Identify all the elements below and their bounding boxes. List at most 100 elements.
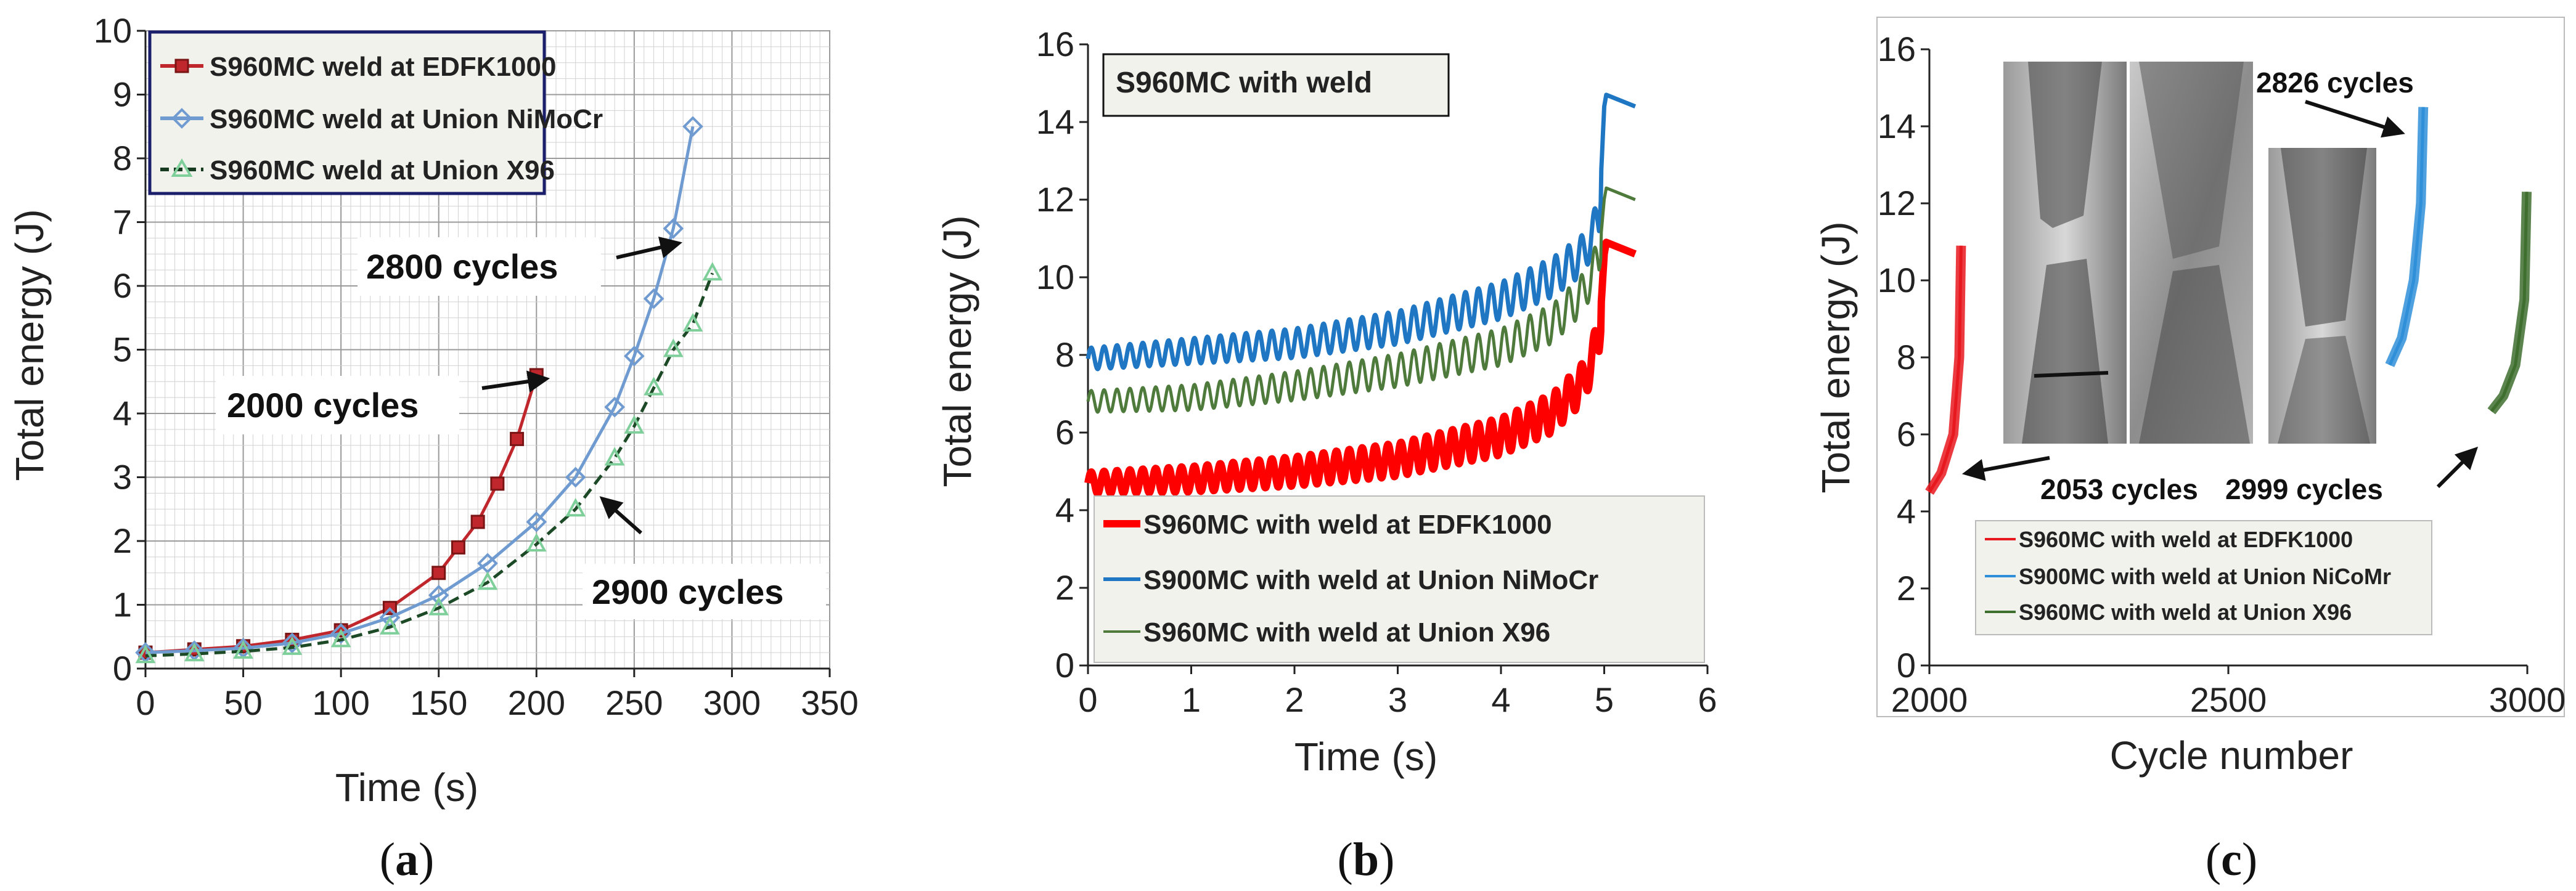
caption-b-close: ) <box>1379 834 1394 885</box>
x-tick-label: 2500 <box>2190 680 2267 719</box>
arrow-2800-cycles <box>616 236 683 259</box>
legend-marker-x96-a <box>171 158 193 177</box>
y-axis-label-a: Total energy (J) <box>7 209 52 481</box>
series-line-b-0 <box>1084 238 1637 498</box>
caption-c-close: ) <box>2242 834 2257 885</box>
legend-marker-nimocr-a <box>171 108 192 129</box>
x-tick-label: 4 <box>1491 680 1510 719</box>
annotation-2826-cycles: 2826 cycles <box>2256 67 2414 99</box>
data-point-a <box>643 288 664 309</box>
legend-a: S960MC weld at EDFK1000 S960MC weld at U… <box>148 30 603 195</box>
y-tick-label: 16 <box>1036 25 1074 63</box>
panel-c: 0 2 4 6 8 10 12 14 16 2000 2500 3000 2826 cycles 20… <box>1813 17 2566 885</box>
series-line-c-1 <box>2388 107 2425 366</box>
data-point-a <box>663 338 684 357</box>
specimen-photo-2-upper <box>2139 62 2244 259</box>
data-point-a <box>624 346 645 367</box>
caption-a: (a) <box>380 834 435 885</box>
specimen-photo-1 <box>2003 62 2127 444</box>
x-tick-label: 350 <box>801 683 858 722</box>
y-tick-label: 10 <box>1036 258 1074 296</box>
specimen-photo-3-lower <box>2278 336 2370 444</box>
y-tick-label: 4 <box>113 394 132 433</box>
arrow-2000-cycles <box>481 370 550 393</box>
annotation-2900-cycles: 2900 cycles <box>592 572 783 611</box>
data-point-a <box>604 396 625 418</box>
series-line-b-2 <box>1086 186 1636 414</box>
legend-label-x96-a: S960MC weld at Union X96 <box>210 155 555 185</box>
data-point-a <box>135 645 156 664</box>
y-tick-label: 6 <box>113 266 132 305</box>
data-point-a <box>682 116 703 137</box>
y-tick-label: 10 <box>1878 261 1916 299</box>
arrow-2900-cycles <box>599 496 642 535</box>
legend-label-x96-c: S960MC with weld at Union X96 <box>2019 600 2352 625</box>
arrow-2826-cycles <box>2305 100 2405 138</box>
legend-label-edfk-a: S960MC weld at EDFK1000 <box>210 52 556 82</box>
data-point-a <box>702 262 723 281</box>
annotation-2000-cycles: 2000 cycles <box>227 386 419 425</box>
frame-c <box>1876 17 2565 717</box>
series-line-b-1 <box>1086 92 1637 372</box>
caption-c-letter: c <box>2221 834 2242 885</box>
data-point-a <box>451 540 465 555</box>
caption-a-open: ( <box>380 834 395 885</box>
arrow-2999-cycles <box>2436 446 2479 489</box>
annotation-2053-cycles: 2053 cycles <box>2040 473 2198 505</box>
arrow-2053-cycles <box>1961 456 2050 481</box>
series-line-a-1 <box>145 126 695 654</box>
y-tick-label: 1 <box>113 585 132 624</box>
y-tick-label: 12 <box>1036 180 1074 219</box>
x-tick-label: 300 <box>703 683 761 722</box>
legend-label-edfk-b: S960MC with weld at EDFK1000 <box>1143 510 1552 540</box>
x-tick-label: 3000 <box>2489 680 2566 719</box>
x-tick-label: 50 <box>224 683 262 722</box>
y-tick-label: 4 <box>1055 490 1074 529</box>
series-band-c-0 <box>1925 245 1966 495</box>
data-point-a <box>330 623 351 644</box>
data-point-a <box>470 515 485 529</box>
caption-c: (c) <box>2206 834 2257 885</box>
specimen-photo-2-lower <box>2139 265 2250 444</box>
y-tick-label: 8 <box>1897 338 1916 376</box>
y-tick-label: 9 <box>113 75 132 114</box>
data-point-a <box>428 585 449 606</box>
caption-a-close: ) <box>419 834 434 885</box>
y-tick-label: 2 <box>1055 568 1074 607</box>
data-point-a <box>624 415 645 434</box>
legend-box-a <box>148 30 546 195</box>
x-tick-label: 6 <box>1698 680 1717 719</box>
x-tick-label: 150 <box>410 683 467 722</box>
legend-label-nimocr-b: S900MC with weld at Union NiMoCr <box>1143 565 1598 595</box>
specimen-photo-3 <box>2268 148 2376 444</box>
x-tick-label: 2000 <box>1891 680 1968 719</box>
annotations-a: 2000 cycles 2800 cycles 2900 cycles <box>216 236 826 619</box>
data-point-a <box>682 312 703 332</box>
y-tick-label: 2 <box>113 521 132 560</box>
series-line-c-2 <box>2490 192 2529 413</box>
data-point-a <box>282 636 303 655</box>
y-tick-label: 14 <box>1878 107 1916 145</box>
data-point-a <box>526 511 547 532</box>
chart-title-b: S960MC with weld <box>1116 67 1372 99</box>
legend-box-c <box>1975 520 2432 635</box>
data-point-a <box>184 642 205 662</box>
y-tick-label: 4 <box>1897 492 1916 531</box>
data-point-a <box>428 596 449 616</box>
data-point-a <box>282 632 303 654</box>
x-axis-label-b: Time (s) <box>1294 734 1437 779</box>
data-point-a <box>644 376 664 396</box>
y-tick-label: 0 <box>1055 646 1074 685</box>
x-tick-label: 250 <box>605 683 663 722</box>
y-tick-label: 12 <box>1878 184 1916 222</box>
legend-label-edfk-c: S960MC with weld at EDFK1000 <box>2019 527 2353 552</box>
series-line-a-2 <box>145 272 714 657</box>
x-tick-label: 0 <box>136 683 155 722</box>
x-tick-label: 0 <box>1078 680 1097 719</box>
specimen-photo-1-lower <box>2022 259 2108 444</box>
y-tick-label: 0 <box>113 649 132 688</box>
y-axis-label-c: Total energy (J) <box>1813 221 1858 493</box>
